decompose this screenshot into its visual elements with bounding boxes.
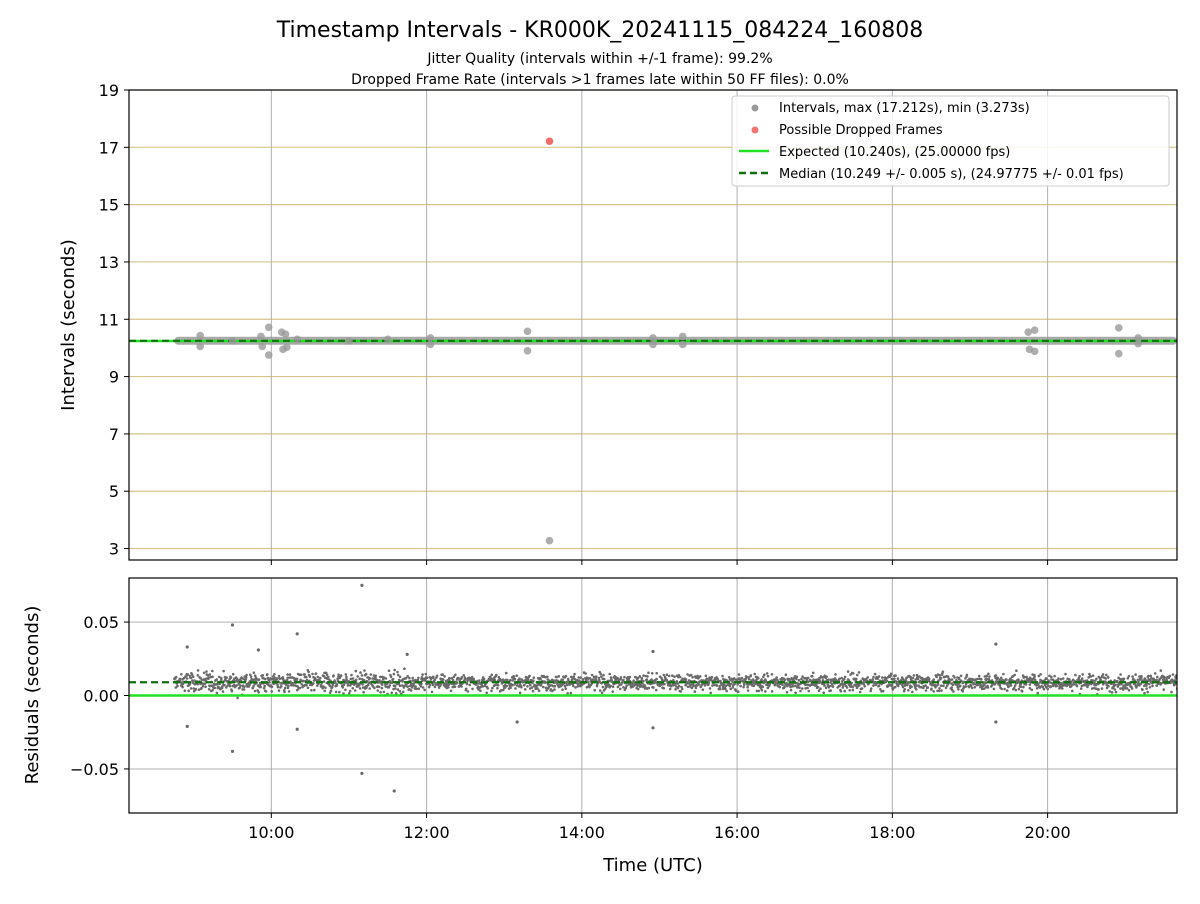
bottom-xtick-label: 12:00 <box>404 823 450 842</box>
interval-point <box>1134 334 1142 342</box>
top-ytick-label: 11 <box>99 310 119 329</box>
interval-point <box>426 334 435 342</box>
residual-outlier-point <box>515 720 519 724</box>
interval-point <box>523 327 532 336</box>
bottom-axes-frame <box>128 577 1178 814</box>
legend-label-expected: Expected (10.240s), (25.00000 fps) <box>779 145 1010 160</box>
interval-point <box>257 332 265 341</box>
chart-title: Timestamp Intervals - KR000K_20241115_08… <box>276 18 924 43</box>
interval-point <box>293 335 301 344</box>
interval-point <box>523 346 532 355</box>
residual-outlier-point <box>185 645 189 649</box>
interval-point <box>264 323 273 332</box>
top-ytick-label: 5 <box>109 482 119 501</box>
interval-point <box>1114 324 1123 332</box>
chart-subtitle-jitter: Jitter Quality (intervals within +/-1 fr… <box>426 51 772 67</box>
legend-marker-intervals <box>751 104 759 112</box>
bottom-xtick-label: 16:00 <box>714 823 760 842</box>
top-axes-frame <box>128 89 1178 561</box>
residual-outlier-point <box>295 632 299 636</box>
interval-point <box>678 340 687 349</box>
top-ytick-label: 13 <box>99 253 119 272</box>
interval-point <box>1030 347 1039 356</box>
interval-point <box>196 342 204 351</box>
residual-outlier-point <box>994 720 998 724</box>
residual-outlier-point <box>405 652 409 656</box>
interval-point <box>649 340 657 349</box>
residual-outlier-point <box>651 649 655 654</box>
interval-point <box>283 343 291 352</box>
interval-point <box>678 332 687 341</box>
interval-point <box>1134 339 1142 348</box>
residual-outlier-point <box>295 727 299 731</box>
top-ytick-label: 7 <box>109 425 119 444</box>
legend-label-intervals: Intervals, max (17.212s), min (3.273s) <box>779 101 1030 116</box>
interval-point <box>264 351 273 359</box>
bottom-xtick-label: 18:00 <box>869 823 915 842</box>
top-ytick-label: 19 <box>99 81 119 100</box>
bottom-ytick-label: 0.00 <box>83 687 119 706</box>
bottom-ytick-label: 0.05 <box>83 613 119 632</box>
top-ytick-label: 9 <box>109 368 119 387</box>
bottom-plot-clipped <box>129 578 1177 813</box>
interval-point <box>345 336 353 345</box>
legend-label-dropped: Possible Dropped Frames <box>779 123 943 138</box>
residual-outlier-point <box>256 648 260 652</box>
residual-points <box>173 667 1177 700</box>
bottom-xlabel: Time (UTC) <box>602 855 703 876</box>
residual-outlier-point <box>230 749 235 753</box>
residual-outlier-point <box>360 771 364 775</box>
bottom-xtick-label: 20:00 <box>1025 823 1071 842</box>
residual-outlier-point <box>185 724 189 728</box>
interval-point <box>1024 328 1033 336</box>
interval-point <box>1030 326 1039 334</box>
residual-outlier-point <box>392 789 396 793</box>
interval-point <box>196 331 204 340</box>
legend-label-median: Median (10.249 +/- 0.005 s), (24.97775 +… <box>779 167 1124 182</box>
bottom-ytick-label: −0.05 <box>70 760 119 779</box>
interval-point <box>281 330 290 338</box>
interval-point <box>649 334 657 342</box>
bottom-xtick-label: 14:00 <box>559 823 605 842</box>
legend-box <box>731 95 1170 187</box>
interval-point <box>426 340 435 349</box>
dropped-frame-point <box>545 137 554 146</box>
legend-marker-dropped <box>751 126 759 134</box>
chart-subtitle-dropped: Dropped Frame Rate (intervals >1 frames … <box>351 72 849 88</box>
interval-point <box>545 536 554 545</box>
bottom-xtick-label: 10:00 <box>248 823 294 842</box>
legend: Intervals, max (17.212s), min (3.273s) P… <box>731 95 1170 187</box>
residual-outlier-point <box>360 583 364 587</box>
residual-outlier-point <box>230 623 235 627</box>
bottom-plot-area: −0.05 0.00 0.05 10:00 12:00 14:00 16:00 18:00 20… <box>70 577 1178 842</box>
interval-point <box>383 335 392 344</box>
residual-outlier-point <box>994 642 998 646</box>
interval-point <box>1114 349 1123 358</box>
bottom-ylabel: Residuals (seconds) <box>22 606 43 785</box>
top-ytick-label: 3 <box>109 540 119 559</box>
interval-point <box>228 336 237 345</box>
top-ytick-label: 17 <box>99 138 119 157</box>
residual-outlier-point <box>651 726 655 730</box>
interval-point <box>258 342 267 351</box>
top-ylabel: Intervals (seconds) <box>58 239 79 411</box>
top-ytick-label: 15 <box>99 196 119 215</box>
